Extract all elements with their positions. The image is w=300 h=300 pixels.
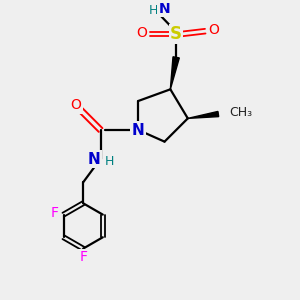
Text: N: N [159, 2, 170, 16]
Text: O: O [208, 23, 219, 37]
Text: CH₃: CH₃ [230, 106, 253, 119]
Text: N: N [88, 152, 100, 166]
Text: F: F [79, 250, 87, 264]
Text: F: F [50, 206, 58, 220]
Text: O: O [136, 26, 147, 40]
Text: N: N [131, 122, 144, 137]
Text: H: H [149, 4, 158, 17]
Text: S: S [170, 25, 182, 43]
Polygon shape [188, 111, 219, 118]
Polygon shape [170, 57, 179, 89]
Text: O: O [70, 98, 81, 112]
Text: H: H [105, 155, 115, 168]
